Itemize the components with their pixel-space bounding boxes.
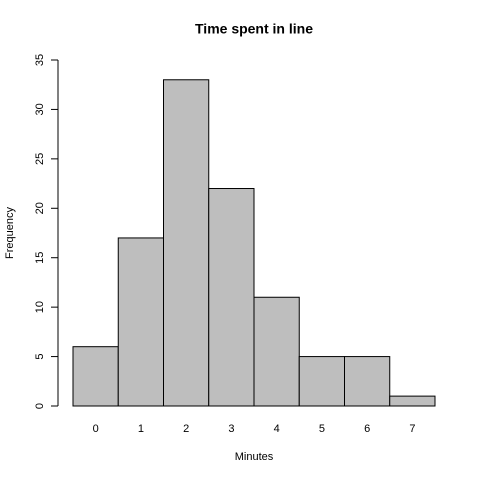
y-axis-label: Frequency — [4, 207, 16, 259]
y-tick-label: 35 — [34, 54, 46, 66]
x-tick-label: 1 — [138, 423, 144, 435]
y-tick-label: 25 — [34, 153, 46, 165]
bar — [344, 356, 391, 407]
bar — [389, 395, 436, 407]
x-tick-label: 7 — [409, 423, 415, 435]
chart-title: Time spent in line — [195, 21, 313, 37]
bar — [208, 188, 255, 407]
x-axis-label: Minutes — [235, 451, 274, 463]
x-tick-label: 2 — [183, 423, 189, 435]
bar — [117, 237, 164, 407]
y-tick-label: 15 — [34, 252, 46, 264]
x-tick-label: 5 — [319, 423, 325, 435]
y-tick-label: 20 — [34, 202, 46, 214]
x-tick-label: 3 — [228, 423, 234, 435]
y-tick-label: 30 — [34, 103, 46, 115]
bar — [253, 296, 300, 407]
bar — [163, 79, 210, 407]
y-tick-label: 0 — [34, 403, 46, 409]
x-tick-label: 4 — [274, 423, 280, 435]
y-tick-label: 5 — [34, 354, 46, 360]
x-tick-label: 0 — [93, 423, 99, 435]
bar — [298, 356, 345, 407]
bar — [72, 346, 119, 407]
x-tick-label: 6 — [364, 423, 370, 435]
y-tick-label: 10 — [34, 301, 46, 313]
